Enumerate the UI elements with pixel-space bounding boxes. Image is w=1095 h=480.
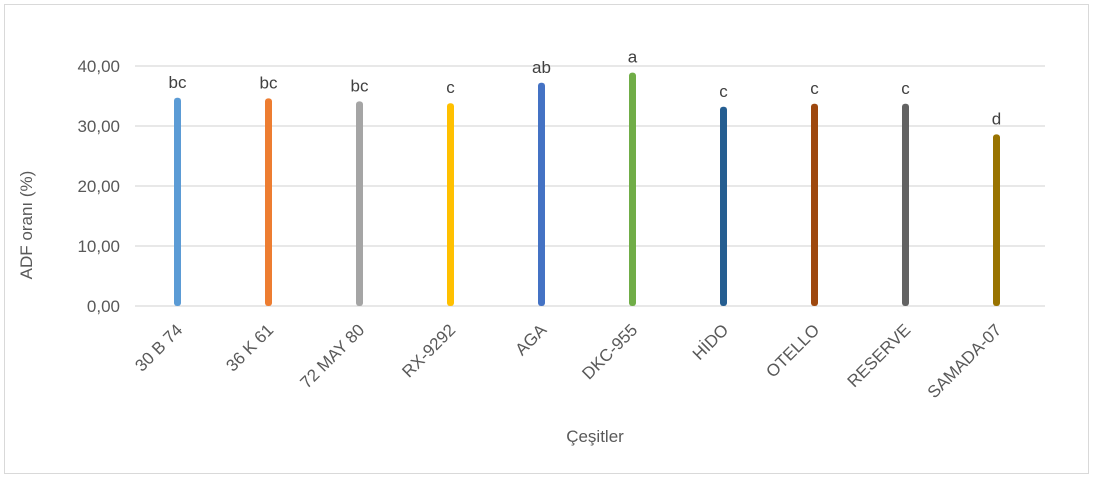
x-tick-label: AGA (512, 320, 551, 359)
bar (356, 101, 363, 307)
chart-frame: 0,00 10,00 20,00 30,00 40,00 bc bc bc c ab a c c c d … (4, 4, 1089, 474)
bar (902, 103, 909, 306)
x-axis-tick-labels: 30 B 74 36 K 61 72 MAY 80 RX-9292 AGA DKC-955… (131, 320, 1005, 402)
bar (265, 98, 272, 307)
significance-label: c (810, 79, 819, 98)
x-tick-label: 72 MAY 80 (297, 320, 369, 392)
significance-label: c (446, 78, 455, 97)
x-tick-label: RX-9292 (398, 320, 459, 381)
x-tick-label: DKC-955 (578, 320, 641, 383)
x-axis-title: Çeşitler (566, 427, 624, 446)
bar (993, 134, 1000, 306)
y-axis-title: ADF oranı (%) (17, 171, 36, 280)
y-tick-label: 40,00 (77, 57, 120, 76)
significance-label: bc (260, 73, 278, 92)
bar (720, 106, 727, 306)
x-tick-label: OTELLO (762, 320, 823, 381)
significance-label: bc (169, 73, 187, 92)
x-tick-label: RESERVE (844, 320, 915, 391)
y-axis-tick-labels: 0,00 10,00 20,00 30,00 40,00 (77, 57, 120, 316)
significance-label: d (992, 109, 1001, 128)
significance-label: a (628, 48, 638, 67)
x-tick-label: HİDO (689, 320, 732, 363)
gridlines (135, 65, 1045, 307)
y-tick-label: 10,00 (77, 237, 120, 256)
bar (538, 82, 545, 306)
significance-label: c (901, 79, 910, 98)
significance-label: c (719, 82, 728, 101)
x-tick-label: 30 B 74 (131, 320, 186, 375)
y-tick-label: 30,00 (77, 117, 120, 136)
y-tick-label: 20,00 (77, 177, 120, 196)
bar (629, 72, 636, 306)
bar (174, 97, 181, 306)
significance-label: bc (351, 76, 369, 95)
bar (447, 103, 454, 306)
x-tick-label: SAMADA-07 (924, 320, 1006, 402)
bars (174, 72, 1000, 307)
bar (811, 103, 818, 306)
significance-labels: bc bc bc c ab a c c c d (169, 48, 1002, 129)
x-tick-label: 36 K 61 (222, 320, 277, 375)
significance-label: ab (532, 58, 551, 77)
y-tick-label: 0,00 (87, 297, 120, 316)
